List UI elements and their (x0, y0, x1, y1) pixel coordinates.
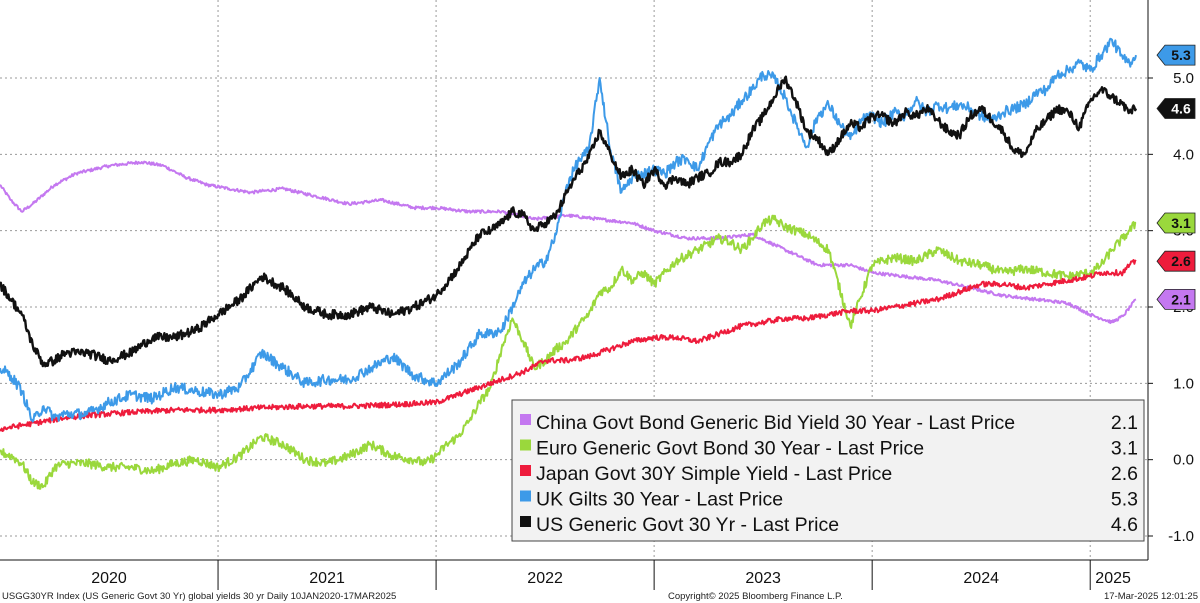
series-line-2 (0, 259, 1137, 432)
last-price-badge: 2.1 (1156, 288, 1196, 310)
legend-item: Euro Generic Govt Bond 30 Year - Last Pr… (520, 438, 1138, 460)
legend-label: China Govt Bond Generic Bid Yield 30 Yea… (536, 412, 1015, 434)
badge-value: 5.3 (1171, 47, 1191, 63)
last-price-badges: 2.1 3.1 2.6 5.3 4.6 (1156, 44, 1196, 310)
badge-shape (1156, 98, 1196, 119)
y-tick-label: -1.0 (1168, 528, 1194, 545)
series-line-3 (0, 37, 1137, 423)
badge-value: 4.6 (1171, 101, 1191, 117)
legend-label: US Generic Govt 30 Yr - Last Price (536, 514, 839, 536)
x-tick-label: 2023 (745, 570, 781, 587)
legend-label: Euro Generic Govt Bond 30 Year - Last Pr… (536, 438, 924, 460)
badge-shape (1156, 212, 1196, 234)
series-line-4 (0, 75, 1138, 368)
legend-label: UK Gilts 30 Year - Last Price (536, 489, 783, 511)
legend-swatch (520, 516, 531, 527)
legend-box (511, 399, 1145, 542)
footer-timestamp: 17-Mar-2025 12:01:25 (1104, 591, 1198, 602)
last-price-badge: 3.1 (1156, 212, 1196, 234)
legend-swatch (520, 414, 531, 425)
x-axis: 2020 2021 2022 2023 2024 2025 (0, 559, 1148, 590)
x-tick-label: 2024 (963, 570, 999, 587)
legend: China Govt Bond Generic Bid Yield 30 Yea… (511, 399, 1145, 542)
legend-item: UK Gilts 30 Year - Last Price 5.3 (520, 489, 1138, 511)
legend-item: Japan Govt 30Y Simple Yield - Last Price… (520, 463, 1138, 485)
x-tick-label: 2022 (527, 570, 563, 587)
legend-value: 3.1 (1111, 438, 1138, 460)
last-price-badge: 2.6 (1156, 250, 1196, 272)
y-axis: 5.04.03.02.01.00.0-1.0 (1147, 0, 1194, 560)
series-lines (0, 37, 1138, 490)
x-tick-label: 2021 (309, 570, 345, 587)
last-price-badge: 4.6 (1156, 98, 1196, 119)
legend-label: Japan Govt 30Y Simple Yield - Last Price (536, 463, 892, 485)
legend-value: 5.3 (1111, 489, 1138, 511)
y-tick-label: 1.0 (1173, 375, 1194, 392)
y-tick-label: 0.0 (1173, 452, 1194, 469)
badge-value: 3.1 (1171, 215, 1191, 231)
series-line-0 (0, 160, 1137, 325)
legend-item: US Generic Govt 30 Yr - Last Price 4.6 (520, 514, 1138, 536)
legend-value: 2.6 (1111, 463, 1138, 485)
legend-swatch (520, 490, 531, 502)
badge-shape (1156, 250, 1196, 272)
legend-value: 2.1 (1111, 412, 1138, 434)
badge-value: 2.1 (1171, 291, 1191, 307)
y-tick-label: 4.0 (1173, 146, 1194, 163)
footer-source: USGG30YR Index (US Generic Govt 30 Yr) g… (2, 591, 396, 602)
legend-value: 4.6 (1111, 514, 1138, 536)
x-tick-label: 2020 (91, 570, 127, 587)
series-line-1 (0, 214, 1137, 490)
badge-shape (1156, 44, 1196, 66)
y-tick-label: 5.0 (1173, 70, 1194, 87)
badge-shape (1156, 288, 1196, 310)
badge-value: 2.6 (1171, 253, 1191, 269)
last-price-badge: 5.3 (1156, 44, 1196, 66)
legend-swatch (520, 439, 531, 451)
x-tick-label: 2025 (1095, 570, 1131, 587)
legend-swatch (520, 465, 531, 476)
footer-copyright: Copyright© 2025 Bloomberg Finance L.P. (668, 591, 843, 602)
legend-item: China Govt Bond Generic Bid Yield 30 Yea… (520, 412, 1138, 434)
